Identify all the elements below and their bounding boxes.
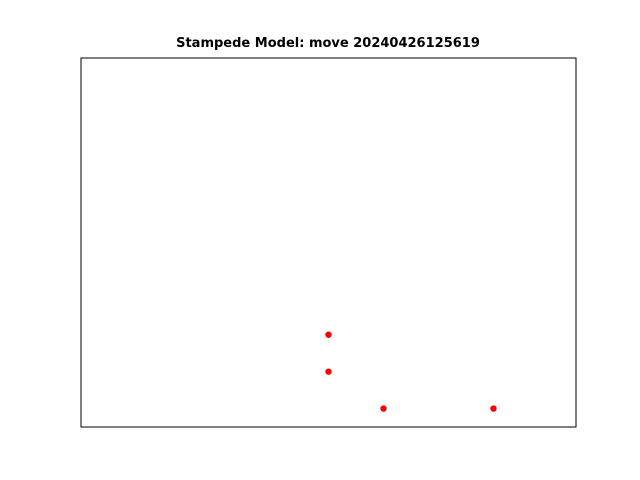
chart-title: Stampede Model: move 20240426125619 [176, 36, 480, 51]
scatter-point [325, 331, 332, 338]
points-layer [325, 331, 497, 412]
plot-background [81, 58, 576, 427]
axes-frame [80, 57, 577, 428]
scatter-point [490, 405, 497, 412]
scatter-point [380, 405, 387, 412]
scatter-point [325, 368, 332, 375]
